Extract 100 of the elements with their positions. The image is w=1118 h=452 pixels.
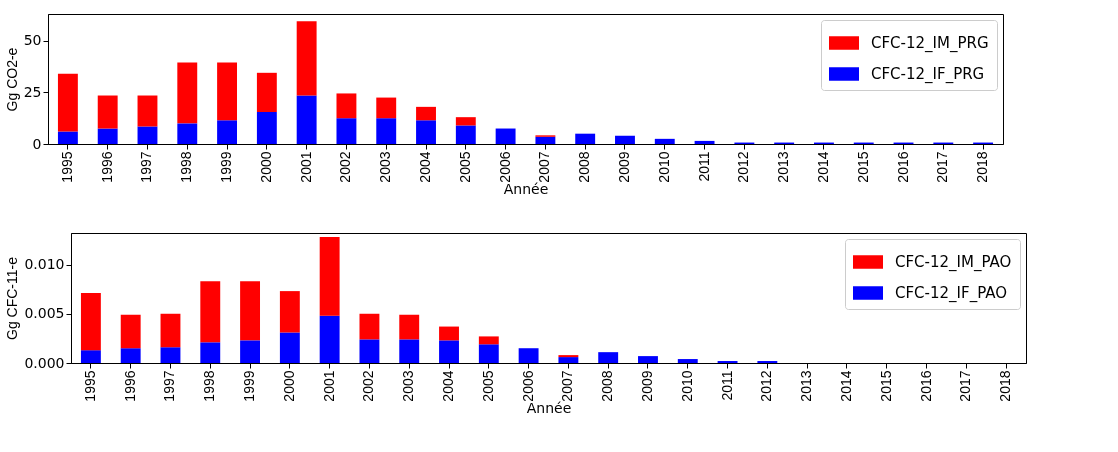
x-tick-label: 2016 — [917, 370, 934, 402]
bar — [120, 348, 141, 363]
bar — [694, 140, 715, 144]
x-tick-label: 2010 — [678, 370, 695, 402]
x-tick-label: 2006 — [519, 370, 536, 402]
x-tick-label: 2016 — [894, 151, 911, 183]
bar — [677, 359, 698, 363]
x-tick-label: 2011 — [718, 370, 735, 401]
y-tick-label: 25 — [23, 83, 42, 100]
bar — [200, 342, 221, 363]
x-tick-label: 2014 — [837, 370, 854, 402]
x-tick-label: 2010 — [655, 151, 672, 183]
bar — [495, 128, 516, 144]
y-tick-label: 0.000 — [24, 354, 65, 371]
bar — [376, 118, 397, 144]
bar — [256, 72, 277, 113]
x-tick-label: 2012 — [735, 151, 752, 183]
x-tick-label: 2009 — [638, 370, 655, 402]
x-tick-label: 2002 — [360, 370, 377, 402]
bar — [478, 336, 499, 345]
bar — [416, 106, 436, 121]
bar — [478, 344, 499, 363]
bar — [558, 357, 579, 363]
x-tick-label: 2013 — [798, 370, 815, 402]
x-tick-label: 2001 — [320, 370, 337, 402]
bar — [200, 281, 221, 343]
x-tick-label: 1996 — [121, 370, 138, 402]
bar — [57, 73, 78, 132]
x-tick-label: 1995 — [81, 370, 98, 402]
y-axis-title: Gg CFC-11-e — [4, 256, 21, 340]
y-axis-title: Gg CO2-e — [3, 47, 20, 112]
x-tick-label: 1997 — [161, 370, 178, 402]
x-tick-label: 2006 — [496, 151, 513, 183]
bar — [439, 340, 459, 363]
x-tick-label: 2002 — [337, 151, 354, 183]
bar — [80, 350, 101, 363]
x-tick-label: 1999 — [218, 151, 235, 183]
y-tick-label: 50 — [23, 32, 42, 49]
bar — [336, 118, 357, 144]
bar — [120, 314, 141, 349]
x-tick-label: 2000 — [280, 370, 297, 402]
x-tick-label: 1999 — [241, 370, 258, 402]
bar — [416, 120, 436, 144]
x-tick-label: 2011 — [695, 151, 712, 182]
bar — [615, 135, 635, 144]
x-tick-label: 2005 — [456, 151, 473, 183]
legend-label: CFC-12_IM_PAO — [895, 253, 1012, 272]
bar — [279, 332, 300, 363]
bar — [97, 95, 118, 129]
bar — [575, 133, 596, 144]
x-tick-label: 2007 — [559, 370, 576, 402]
x-tick-label: 1997 — [138, 151, 155, 183]
x-tick-label: 2015 — [877, 370, 894, 402]
bar — [455, 125, 476, 144]
x-tick-label: 1998 — [201, 370, 218, 402]
bar — [279, 291, 300, 333]
bar — [518, 348, 539, 363]
bar — [319, 315, 340, 363]
x-tick-label: 2009 — [615, 151, 632, 183]
x-tick-label: 2004 — [440, 370, 457, 402]
bar — [97, 128, 118, 144]
bar — [137, 126, 158, 144]
x-tick-label: 2000 — [257, 151, 274, 183]
bar — [57, 131, 78, 144]
x-tick-label: 2008 — [599, 370, 616, 402]
y-tick-label: 0.005 — [24, 305, 65, 322]
bar — [399, 314, 420, 340]
bar — [319, 236, 340, 316]
x-tick-label: 2008 — [576, 151, 593, 183]
bar — [654, 138, 675, 144]
x-tick-label: 2007 — [536, 151, 553, 183]
x-tick-label: 2017 — [957, 370, 974, 402]
bar — [80, 293, 101, 351]
x-tick-label: 2015 — [854, 151, 871, 183]
x-tick-label: 2004 — [417, 151, 434, 183]
bar — [160, 347, 181, 363]
x-tick-label: 2003 — [400, 370, 417, 402]
x-tick-label: 2012 — [758, 370, 775, 402]
bar — [359, 339, 380, 363]
bar — [296, 95, 317, 144]
x-tick-label: 2017 — [934, 151, 951, 183]
bar — [359, 313, 380, 340]
bar — [177, 62, 198, 124]
legend-label: CFC-12_IF_PAO — [895, 284, 1008, 303]
bar — [376, 97, 397, 119]
bar — [160, 313, 181, 348]
y-tick-label: 0.010 — [24, 256, 65, 273]
legend-label: CFC-12_IF_PRG — [871, 65, 985, 84]
bar — [455, 117, 476, 126]
x-tick-label: 2003 — [377, 151, 394, 183]
x-tick-label: 2005 — [479, 370, 496, 402]
x-tick-label: 1996 — [98, 151, 115, 183]
bar — [256, 112, 277, 144]
legend-label: CFC-12_IM_PRG — [871, 34, 989, 53]
bar — [535, 136, 556, 144]
x-tick-label: 2018 — [974, 151, 991, 183]
x-tick-label: 2014 — [814, 151, 831, 183]
bar — [240, 281, 261, 341]
bar — [177, 123, 198, 144]
x-tick-label: 2001 — [297, 151, 314, 183]
